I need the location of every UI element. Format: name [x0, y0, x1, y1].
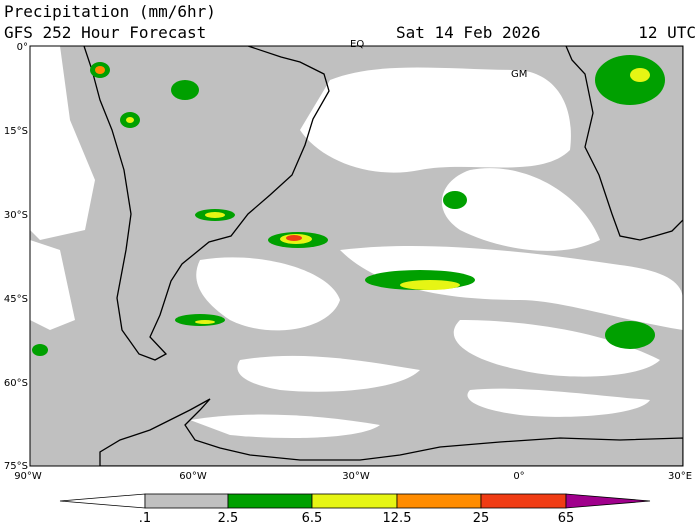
lat-label: 45°S [4, 294, 28, 305]
lat-label: 30°S [4, 210, 28, 221]
lon-label: 30°W [342, 471, 370, 482]
colorbar-segment [311, 493, 398, 509]
south-america [83, 46, 330, 361]
time: 12 UTC [638, 23, 696, 42]
lat-labels: 0° 15°S 30°S 45°S 60°S 75°S [4, 42, 28, 472]
colorbar-label: 25 [473, 511, 490, 525]
lat-label: 15°S [4, 126, 28, 137]
title: Precipitation (mm/6hr) [4, 2, 216, 21]
colorbar-labels: .1 2.5 6.5 12.5 25 65 [139, 511, 574, 525]
map-frame [29, 45, 684, 467]
colorbar-label: 2.5 [218, 511, 239, 525]
colorbar-segment [565, 493, 651, 509]
colorbar-segment [396, 493, 482, 509]
lat-label: 60°S [4, 378, 28, 389]
marker-label: EQ [350, 39, 364, 50]
colorbar-segment [144, 493, 229, 509]
map [30, 46, 683, 466]
dry-areas [30, 46, 683, 438]
colorbar-label: .1 [139, 511, 151, 525]
subtitle: GFS 252 Hour Forecast [4, 23, 206, 42]
lon-labels: 90°W 60°W 30°W 0° 30°E [14, 471, 692, 482]
lat-label: 0° [17, 42, 28, 53]
lon-label: 60°W [179, 471, 207, 482]
antarctica [99, 398, 683, 466]
colorbar-label: 6.5 [302, 511, 323, 525]
rain-cells [32, 55, 665, 356]
marker-label: GM [511, 69, 527, 80]
africa [565, 46, 683, 241]
lon-label: 30°E [668, 471, 692, 482]
lat-label: 75°S [4, 461, 28, 472]
colorbar-segment [480, 493, 567, 509]
colorbar-segment [227, 493, 313, 509]
lon-label: 0° [513, 471, 524, 482]
date: Sat 14 Feb 2026 [396, 23, 541, 42]
colorbar [59, 493, 651, 509]
colorbar-label: 65 [558, 511, 575, 525]
lon-label: 90°W [14, 471, 42, 482]
colorbar-segment [59, 493, 146, 509]
colorbar-label: 12.5 [383, 511, 412, 525]
